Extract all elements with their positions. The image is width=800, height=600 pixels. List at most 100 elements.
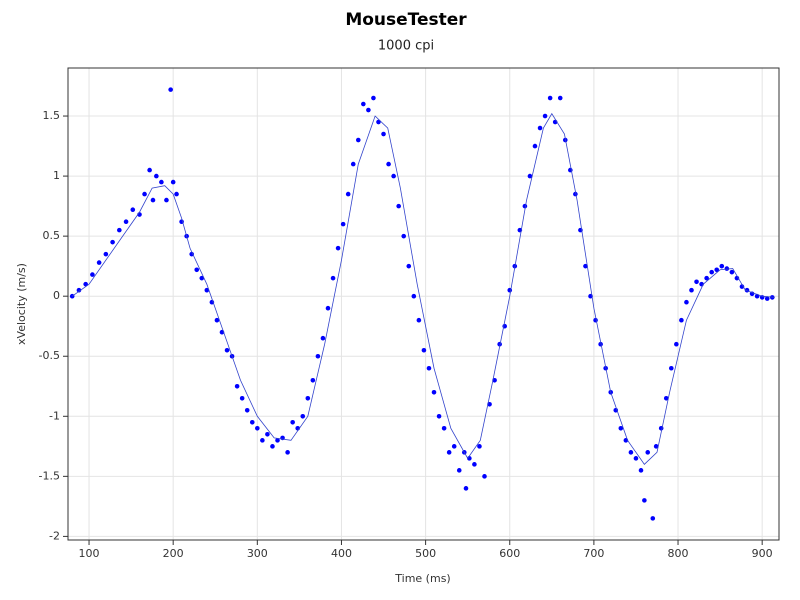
x-tick-label: 500 [415, 547, 436, 560]
y-tick-label: 0 [53, 289, 60, 302]
point [376, 119, 381, 125]
point [147, 167, 152, 173]
point [110, 239, 115, 245]
point [729, 269, 735, 275]
point [482, 474, 487, 479]
point [96, 260, 102, 265]
point [234, 383, 240, 389]
point [174, 191, 179, 197]
point [653, 444, 659, 449]
point [436, 413, 442, 419]
point [391, 173, 396, 179]
point [527, 173, 533, 179]
y-tick-label: -0.5 [39, 349, 60, 362]
point [477, 444, 482, 449]
plot-frame [67, 67, 780, 541]
point [90, 272, 95, 277]
point [275, 438, 280, 443]
point [361, 101, 366, 107]
point [330, 275, 336, 281]
point [335, 245, 341, 251]
point [310, 377, 316, 383]
point [366, 107, 371, 113]
point [204, 287, 210, 293]
y-tick-label: 0.5 [43, 229, 61, 242]
point [583, 263, 588, 269]
point [76, 287, 82, 293]
point [290, 420, 295, 425]
point [244, 407, 250, 413]
point [103, 251, 109, 257]
y-tick-label: -1.5 [39, 469, 60, 482]
point [542, 113, 548, 119]
point [170, 179, 176, 185]
point [239, 395, 245, 401]
point [441, 426, 447, 431]
point [689, 287, 694, 293]
point [633, 456, 639, 461]
fit-line [71, 112, 775, 465]
point [168, 87, 173, 92]
point [714, 267, 720, 273]
point [300, 413, 306, 419]
point [739, 284, 745, 289]
point [265, 432, 270, 437]
point [709, 269, 714, 275]
point [406, 263, 412, 269]
point [315, 353, 321, 359]
point [679, 317, 684, 323]
y-axis-label: xVelocity (m/s) [15, 263, 28, 345]
point [668, 365, 674, 371]
point [142, 191, 147, 197]
point [381, 131, 386, 137]
x-axis-label: Time (ms) [394, 572, 450, 585]
point [724, 266, 730, 271]
point [628, 450, 634, 455]
point [159, 179, 164, 185]
point [130, 207, 136, 213]
point [598, 341, 603, 347]
x-tick-label: 700 [583, 547, 604, 560]
point [416, 317, 422, 323]
chart-subtitle: 1000 cpi [378, 39, 434, 54]
point [547, 95, 553, 101]
y-tick-label: 1.5 [43, 109, 61, 122]
point [650, 516, 656, 521]
point [401, 233, 407, 239]
point [421, 347, 427, 353]
point [426, 365, 432, 371]
point [350, 161, 356, 167]
x-tick-label: 100 [79, 547, 100, 560]
x-tick-label: 900 [752, 547, 773, 560]
point [224, 347, 230, 353]
point [345, 191, 351, 197]
point [260, 438, 265, 443]
point [472, 462, 477, 467]
point [463, 486, 469, 491]
point [325, 305, 331, 311]
point [371, 95, 376, 101]
point [199, 275, 205, 281]
point [154, 173, 159, 179]
point [270, 444, 275, 449]
point [704, 275, 709, 281]
point [674, 341, 679, 347]
point [214, 317, 220, 323]
y-tick-label: -2 [49, 529, 60, 542]
point [684, 299, 689, 305]
point [663, 395, 669, 401]
point [189, 251, 194, 257]
point [305, 395, 311, 401]
point [446, 450, 452, 455]
point [320, 335, 326, 341]
point [255, 426, 260, 431]
chart-title: MouseTester [345, 10, 467, 30]
point [532, 143, 538, 149]
point [123, 219, 129, 225]
x-tick-label: 800 [668, 547, 689, 560]
point [451, 444, 457, 449]
point [249, 420, 255, 425]
point [618, 426, 624, 431]
point [411, 293, 417, 299]
